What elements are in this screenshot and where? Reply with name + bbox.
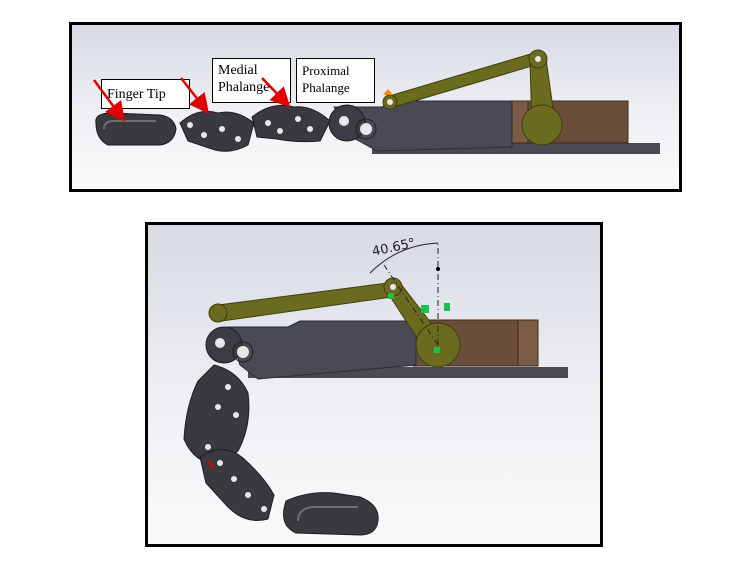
finger-tip — [283, 492, 379, 536]
proximal-phalange-label: Proximal Phalange — [296, 58, 375, 103]
medial-arrow — [180, 77, 210, 114]
base-plate — [372, 143, 660, 154]
sensor-markers — [388, 293, 450, 353]
base-plate — [248, 367, 568, 378]
finger-tip-arrow — [92, 79, 125, 123]
flexed-finger-drawing: 40.65° — [183, 236, 568, 536]
extended-finger-drawing — [95, 49, 660, 154]
angle-label: 40.65° — [371, 236, 417, 260]
proximal-arrow — [261, 77, 291, 108]
angle-arc — [369, 242, 439, 274]
linkage-bar — [217, 282, 393, 322]
flexed-finger-view: 40.65° — [145, 222, 603, 547]
medial-phalanx — [199, 449, 275, 521]
motor-pulley — [521, 104, 563, 146]
angle-arm-line — [383, 264, 439, 346]
extended-finger-view: Finger Tip Medial Phalange Proximal Phal… — [69, 22, 682, 192]
